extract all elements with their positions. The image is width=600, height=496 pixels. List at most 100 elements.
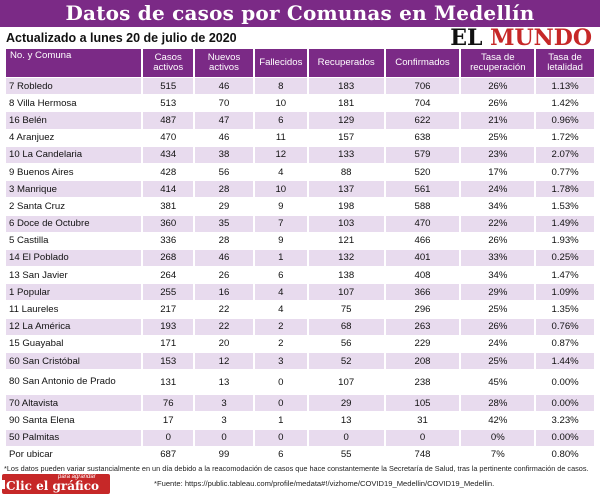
table-cell: 31 bbox=[385, 412, 460, 429]
table-cell: 0 bbox=[385, 429, 460, 446]
table-row: 50 Palmitas 0 0 0 0 0 0% 0.00% bbox=[6, 429, 594, 446]
table-cell: 1.53% bbox=[536, 198, 594, 215]
table-cell: 68 bbox=[308, 318, 384, 335]
table-cell: 28% bbox=[461, 395, 535, 412]
table-cell: 157 bbox=[308, 129, 384, 146]
comuna-name-cell: 12 La América bbox=[6, 318, 142, 335]
table-cell: 515 bbox=[143, 78, 194, 95]
table-row: 60 San Cristóbal 153 12 3 52 208 25% 1.44% bbox=[6, 353, 594, 370]
table-cell: 25% bbox=[461, 301, 535, 318]
column-header: Tasa de letalidad bbox=[536, 49, 594, 77]
table-cell: 0.76% bbox=[536, 318, 594, 335]
table-cell: 1.47% bbox=[536, 267, 594, 284]
table-cell: 45% bbox=[461, 370, 535, 395]
comuna-name-cell: Por ubicar bbox=[6, 446, 142, 463]
comuna-name-cell: 90 Santa Elena bbox=[6, 412, 142, 429]
table-cell: 622 bbox=[385, 112, 460, 129]
table-row: 6 Doce de Octubre 360 35 7 103 470 22% 1.49% bbox=[6, 215, 594, 232]
comuna-name-cell: 15 Guayabal bbox=[6, 335, 142, 352]
table-cell: 13 bbox=[195, 370, 253, 395]
table-cell: 42% bbox=[461, 412, 535, 429]
table-cell: 52 bbox=[308, 353, 384, 370]
table-cell: 0.87% bbox=[536, 335, 594, 352]
badge-main-text: Clic el gráfico bbox=[6, 479, 100, 493]
table-body: 7 Robledo 515 46 8 183 706 26% 1.13% 8 Villa Her… bbox=[6, 78, 594, 463]
column-header: Confirmados bbox=[385, 49, 460, 77]
table-cell: 26 bbox=[195, 267, 253, 284]
table-row: 11 Laureles 217 22 4 75 296 25% 1.35% bbox=[6, 301, 594, 318]
table-cell: 1.35% bbox=[536, 301, 594, 318]
badge-small-text: para agrandar bbox=[58, 474, 96, 480]
comuna-name-cell: 8 Villa Hermosa bbox=[6, 95, 142, 112]
table-header-row: No. y Comuna Casos activos Nuevos activo… bbox=[6, 49, 594, 77]
table-cell: 198 bbox=[308, 198, 384, 215]
table-cell: 171 bbox=[143, 335, 194, 352]
table-row: 10 La Candelaria 434 38 12 133 579 23% 2.07% bbox=[6, 146, 594, 163]
table-row: 5 Castilla 336 28 9 121 466 26% 1.93% bbox=[6, 232, 594, 249]
table-cell: 0% bbox=[461, 429, 535, 446]
column-header: Recuperados bbox=[308, 49, 384, 77]
table-cell: 26% bbox=[461, 232, 535, 249]
table-cell: 360 bbox=[143, 215, 194, 232]
table-cell: 121 bbox=[308, 232, 384, 249]
table-cell: 46 bbox=[195, 129, 253, 146]
table-cell: 34% bbox=[461, 267, 535, 284]
table-cell: 706 bbox=[385, 78, 460, 95]
comuna-name-cell: 9 Buenos Aires bbox=[6, 163, 142, 181]
table-cell: 466 bbox=[385, 232, 460, 249]
table-cell: 0.96% bbox=[536, 112, 594, 129]
table-cell: 408 bbox=[385, 267, 460, 284]
table-cell: 129 bbox=[308, 112, 384, 129]
table-cell: 0.77% bbox=[536, 163, 594, 181]
table-cell: 1.78% bbox=[536, 181, 594, 198]
table-cell: 336 bbox=[143, 232, 194, 249]
table-cell: 29 bbox=[195, 198, 253, 215]
table-cell: 217 bbox=[143, 301, 194, 318]
table-row: 15 Guayabal 171 20 2 56 229 24% 0.87% bbox=[6, 335, 594, 352]
table-cell: 0.25% bbox=[536, 249, 594, 267]
table-cell: 153 bbox=[143, 353, 194, 370]
table-cell: 434 bbox=[143, 146, 194, 163]
comuna-name-cell: 11 Laureles bbox=[6, 301, 142, 318]
table-cell: 75 bbox=[308, 301, 384, 318]
updated-date: Actualizado a lunes 20 de julio de 2020 bbox=[6, 31, 237, 45]
cases-table: No. y Comuna Casos activos Nuevos activo… bbox=[4, 48, 596, 464]
table-cell: 132 bbox=[308, 249, 384, 267]
table-cell: 0 bbox=[195, 429, 253, 446]
table-cell: 20 bbox=[195, 335, 253, 352]
table-row: 8 Villa Hermosa 513 70 10 181 704 26% 1.42% bbox=[6, 95, 594, 112]
table-cell: 4 bbox=[254, 163, 307, 181]
comuna-name-cell: 5 Castilla bbox=[6, 232, 142, 249]
table-cell: 1 bbox=[254, 249, 307, 267]
table-cell: 1.49% bbox=[536, 215, 594, 232]
table-cell: 8 bbox=[254, 78, 307, 95]
table-cell: 561 bbox=[385, 181, 460, 198]
table-cell: 46 bbox=[195, 78, 253, 95]
table-cell: 1.42% bbox=[536, 95, 594, 112]
table-cell: 34% bbox=[461, 198, 535, 215]
table-cell: 428 bbox=[143, 163, 194, 181]
comuna-name-cell: 1 Popular bbox=[6, 284, 142, 301]
table-cell: 3 bbox=[195, 412, 253, 429]
table-row: 7 Robledo 515 46 8 183 706 26% 1.13% bbox=[6, 78, 594, 95]
table-cell: 22% bbox=[461, 215, 535, 232]
enlarge-graphic-badge[interactable]: para agrandar Clic el gráfico bbox=[2, 474, 110, 494]
table-row: 4 Aranjuez 470 46 11 157 638 25% 1.72% bbox=[6, 129, 594, 146]
table-cell: 3 bbox=[254, 353, 307, 370]
table-cell: 1.72% bbox=[536, 129, 594, 146]
table-cell: 9 bbox=[254, 232, 307, 249]
table-cell: 0.00% bbox=[536, 429, 594, 446]
table-cell: 687 bbox=[143, 446, 194, 463]
table-cell: 208 bbox=[385, 353, 460, 370]
table-cell: 0 bbox=[254, 429, 307, 446]
table-cell: 487 bbox=[143, 112, 194, 129]
table-cell: 12 bbox=[195, 353, 253, 370]
comuna-name-cell: 14 El Poblado bbox=[6, 249, 142, 267]
table-cell: 26% bbox=[461, 78, 535, 95]
table-cell: 17% bbox=[461, 163, 535, 181]
table-row: 9 Buenos Aires 428 56 4 88 520 17% 0.77% bbox=[6, 163, 594, 181]
table-cell: 26% bbox=[461, 318, 535, 335]
table-cell: 76 bbox=[143, 395, 194, 412]
comuna-name-cell: 3 Manrique bbox=[6, 181, 142, 198]
table-cell: 0 bbox=[254, 370, 307, 395]
